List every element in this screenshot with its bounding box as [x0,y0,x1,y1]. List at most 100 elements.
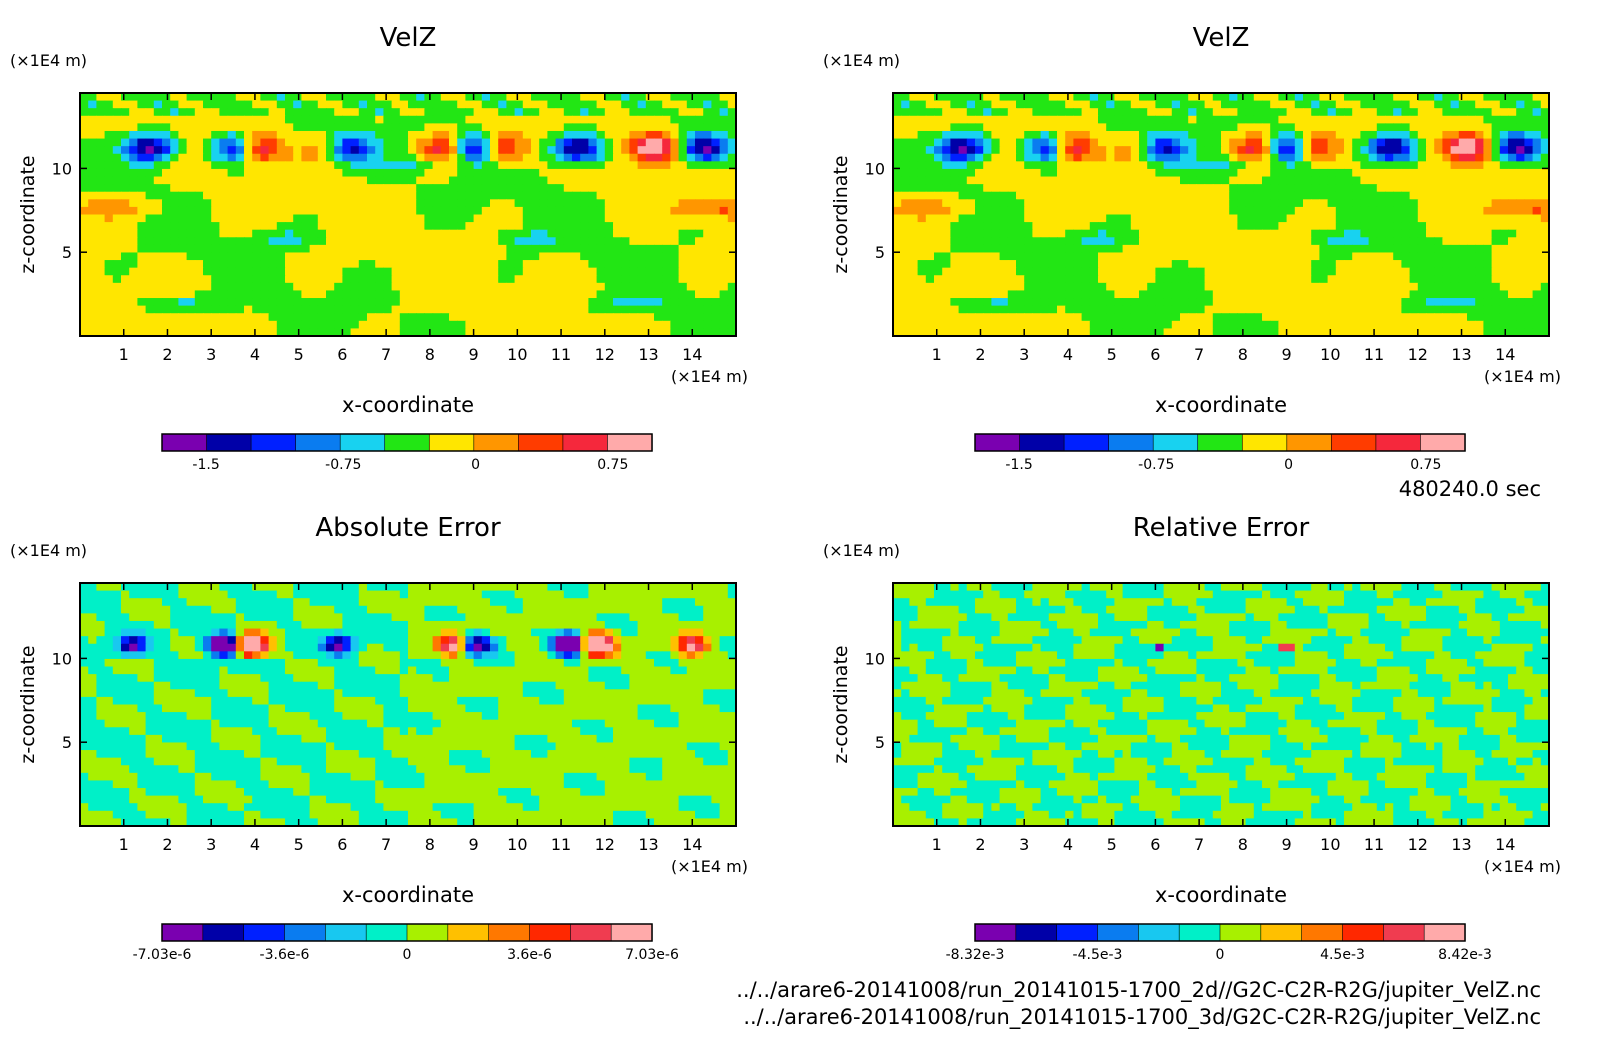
contour-cell [80,93,89,102]
contour-cell [925,153,935,162]
contour-cell [1508,191,1517,200]
contour-cell [1032,161,1042,170]
contour-cell [375,214,384,223]
contour-cell [170,229,179,238]
contour-cell [276,123,286,132]
contour-cell [1352,184,1361,193]
contour-cell [1516,115,1525,124]
contour-cell [490,305,499,314]
contour-cell [1139,237,1148,246]
contour-cell [1221,305,1230,314]
contour-cell [137,298,147,307]
contour-cell [1352,267,1361,276]
contour-cell [1262,199,1271,208]
contour-cell [424,320,434,329]
contour-cell [1376,130,1386,140]
contour-cell [1245,199,1255,208]
contour-cell [539,260,548,269]
contour-cell [686,199,696,208]
contour-cell [1204,138,1214,147]
contour-cell [1196,108,1206,117]
contour-cell [285,237,294,246]
contour-cell [917,146,927,155]
contour-cell [227,206,237,216]
contour-cell [1335,267,1345,276]
contour-cell [991,146,1001,155]
contour-cell [1352,229,1361,238]
contour-cell [1040,138,1050,147]
contour-cell [942,130,951,140]
contour-cell [104,267,114,276]
contour-cell [1417,229,1427,238]
contour-cell [1147,146,1156,155]
contour-cell [613,93,622,102]
contour-cell [1335,214,1345,223]
contour-cell [1508,290,1517,299]
contour-cell [975,222,984,231]
contour-cell [186,199,196,208]
contour-cell [440,244,450,254]
contour-cell [293,146,302,155]
contour-cell [580,282,589,292]
contour-cell [350,275,360,284]
contour-cell [121,206,130,216]
contour-cell [1032,237,1042,246]
contour-cell [367,184,376,193]
contour-cell [695,138,704,147]
contour-cell [170,260,179,269]
contour-cell [1524,130,1534,140]
contour-cell [1253,305,1263,314]
contour-cell [531,305,540,314]
contour-cell [178,176,188,185]
contour-cell [950,138,960,147]
contour-cell [604,123,614,132]
contour-cell [1065,275,1074,284]
contour-cell [186,108,196,117]
contour-cell [1212,244,1222,254]
contour-cell [1196,153,1206,162]
contour-cell [1024,199,1033,208]
contour-cell [112,93,122,102]
contour-cell [1475,123,1484,132]
contour-cell [1532,191,1542,200]
contour-cell [104,237,114,246]
contour-cell [112,214,122,223]
contour-cell [925,123,935,132]
contour-cell [1442,275,1452,284]
contour-cell [276,108,286,117]
contour-cell [481,275,491,284]
contour-cell [440,100,450,109]
contour-cell [244,237,253,246]
contour-cell [260,199,270,208]
contour-cell [950,108,960,117]
contour-cell [375,93,384,102]
contour-cell [1155,123,1165,132]
contour-cell [252,176,261,185]
contour-cell [1155,108,1165,117]
contour-cell [580,153,589,162]
contour-cell [506,267,516,276]
contour-cell [301,290,311,299]
contour-cell [1352,298,1361,307]
contour-cell [1057,252,1066,261]
contour-cell [1294,153,1304,162]
contour-cell [235,244,245,254]
contour-cell [909,161,919,170]
contour-cell [1032,260,1042,269]
contour-cell [1327,206,1337,216]
contour-cell [301,100,311,109]
contour-cell [1163,176,1173,185]
contour-cell [917,282,927,292]
contour-cell [1434,244,1443,254]
contour-cell [613,244,622,254]
contour-cell [662,237,671,246]
contour-cell [112,138,122,147]
contour-cell [367,108,376,117]
contour-cell [358,146,368,155]
contour-cell [350,244,360,254]
contour-cell [1057,146,1066,155]
contour-cell [1147,237,1156,246]
contour-cell [925,176,935,185]
contour-cell [1442,260,1452,269]
contour-cell [1081,222,1091,231]
